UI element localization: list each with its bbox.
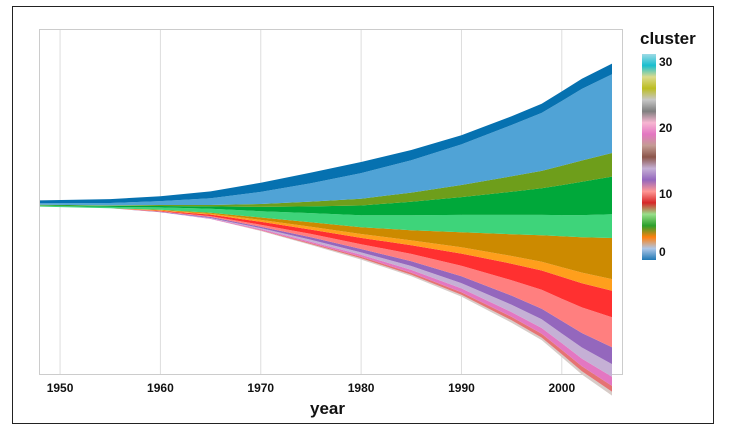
legend-tick-0: 0	[659, 245, 666, 259]
legend-tick-10: 10	[659, 187, 673, 201]
x-tick-label: 2000	[548, 381, 575, 395]
x-tick-label: 1970	[247, 381, 274, 395]
stream-layer-12	[40, 74, 612, 206]
stream-layer-9	[40, 205, 612, 238]
x-tick-label: 1990	[448, 381, 475, 395]
x-tick-label: 1950	[47, 381, 74, 395]
stream-layer-6	[40, 206, 612, 318]
x-tick-label: 1960	[147, 381, 174, 395]
legend-tick-20: 20	[659, 121, 673, 135]
legend-colorbar	[642, 54, 656, 260]
legend-tick-30: 30	[659, 55, 673, 69]
plot-area	[39, 29, 623, 375]
stream-layer-5	[40, 206, 612, 348]
stream-layer-13	[40, 63, 612, 204]
stream-layer-10	[40, 176, 612, 216]
x-axis-ticks: 1950 1960 1970 1980 1990 2000	[47, 381, 576, 395]
stream-layers	[40, 63, 612, 396]
legend-title: cluster	[640, 29, 696, 48]
x-axis-label: year	[310, 399, 345, 418]
stream-layer-8	[40, 206, 612, 280]
stream-layer-11	[40, 153, 612, 207]
x-tick-label: 1980	[348, 381, 375, 395]
